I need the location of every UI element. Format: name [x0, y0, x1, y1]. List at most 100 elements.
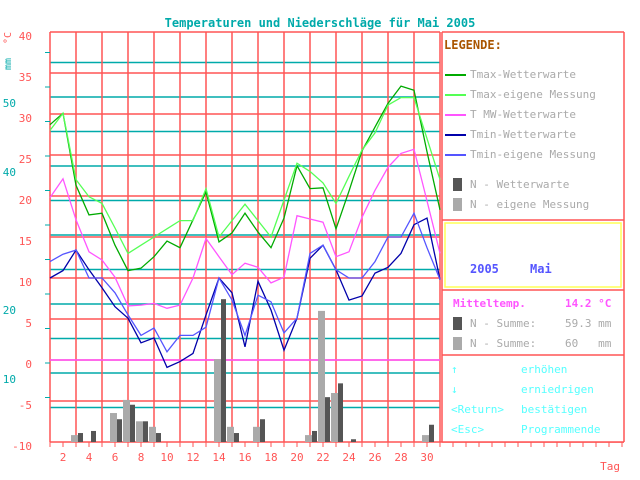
temp-tick-label: 25 [19, 153, 32, 166]
bar-ww-day-17 [260, 419, 265, 442]
mm-tick-label: 50 [3, 97, 16, 110]
x-tick-label: 22 [316, 451, 329, 464]
bar-own-day-21 [305, 435, 312, 442]
key-esc[interactable]: <Esc> [451, 423, 485, 436]
legend-item: N - eigene Messung [470, 198, 590, 211]
bar-ww-day-22 [325, 397, 330, 442]
precip-own-sum-value: 60 mm [565, 337, 612, 350]
legend-swatch [445, 94, 466, 96]
legend-title: LEGENDE: [444, 38, 502, 52]
bar-ww-day-23 [338, 383, 343, 442]
x-tick-label: 14 [212, 451, 226, 464]
temp-tick-label: 20 [19, 194, 32, 207]
x-tick-label: 24 [342, 451, 356, 464]
mm-axis-label: mm [3, 58, 14, 70]
bar-own-day-30 [422, 435, 429, 442]
legend-swatch [445, 74, 466, 76]
mm-tick-label: 10 [3, 373, 16, 386]
legend-swatch [453, 178, 462, 191]
bar-own-day-3 [71, 435, 78, 442]
key-return[interactable]: <Return> [451, 403, 504, 416]
key-up[interactable]: ↑ [451, 363, 458, 376]
x-tick-label: 6 [112, 451, 119, 464]
legend-item: Tmax-eigene Messung [470, 88, 596, 101]
key-down-action: erniedrigen [521, 383, 594, 396]
x-tick-label: 10 [160, 451, 173, 464]
x-tick-label: 30 [420, 451, 433, 464]
temp-tick-label: 15 [19, 235, 32, 248]
legend-item: T MW-Wetterwarte [470, 108, 576, 121]
series-line-tmax-eigene-messung [49, 96, 441, 255]
bar-own-day-7 [123, 399, 130, 442]
x-tick-label: 8 [138, 451, 145, 464]
period-year: 2005 [470, 262, 499, 276]
series-line-tmin-eigene-messung [49, 211, 441, 353]
key-down[interactable]: ↓ [451, 383, 458, 396]
temp-tick-label: 30 [19, 112, 32, 125]
bar-own-day-17 [253, 426, 260, 442]
bar-own-day-9 [149, 426, 156, 442]
precip-ww-sum-value: 59.3 mm [565, 317, 612, 330]
series-line-tmax-wetterwarte [49, 85, 441, 272]
bar-own-day-14 [214, 359, 221, 442]
bar-ww-day-9 [156, 433, 161, 442]
key-esc-action: Programmende [521, 423, 601, 436]
legend-swatch [445, 114, 466, 116]
x-tick-label: 18 [264, 451, 277, 464]
chart-title: Temperaturen und Niederschläge für Mai 2… [165, 16, 476, 30]
bar-ww-day-21 [312, 430, 317, 442]
x-tick-label: 16 [238, 451, 251, 464]
legend-item: Tmin-eigene Messung [470, 148, 596, 161]
x-axis-label: Tag [600, 460, 620, 473]
mm-tick-label: 20 [3, 304, 16, 317]
legend-item: N - Wetterwarte [470, 178, 570, 191]
precip-own-swatch [453, 337, 462, 350]
x-tick-label: 28 [394, 451, 407, 464]
mean-temp-label: Mitteltemp. [453, 297, 526, 310]
temp-tick-label: 5 [25, 317, 32, 330]
x-tick-label: 2 [60, 451, 67, 464]
bar-ww-day-30 [429, 424, 434, 442]
bar-ww-day-7 [130, 404, 135, 442]
legend-swatch [453, 198, 462, 211]
bar-own-day-8 [136, 421, 143, 442]
legend-item: Tmin-Wetterwarte [470, 128, 576, 141]
temp-tick-label: 0 [25, 358, 32, 371]
x-tick-label: 12 [186, 451, 199, 464]
key-up-action: erhöhen [521, 363, 568, 376]
bar-ww-day-6 [117, 419, 122, 442]
bar-own-day-22 [318, 310, 325, 442]
x-tick-label: 20 [290, 451, 303, 464]
temp-tick-label: -10 [12, 440, 32, 453]
legend-panel-bg [442, 32, 624, 442]
temp-tick-label: 40 [19, 30, 32, 43]
legend-swatch [445, 134, 466, 136]
legend-item: Tmax-Wetterwarte [470, 68, 576, 81]
period-month: Mai [530, 262, 552, 276]
bar-own-day-23 [331, 393, 338, 442]
mean-temp-value: 14.2 °C [565, 297, 612, 310]
series-line-t-mw-wetterwarte [49, 148, 441, 309]
x-tick-label: 4 [86, 451, 93, 464]
key-return-action: bestätigen [521, 403, 588, 416]
bar-ww-day-14 [221, 299, 226, 442]
temp-tick-label: 35 [19, 71, 32, 84]
bar-own-day-15 [227, 426, 234, 442]
bar-ww-day-3 [78, 433, 83, 442]
temp-tick-label: -5 [19, 399, 32, 412]
precip-ww-sum-label: N - Summe: [470, 317, 537, 330]
bar-own-day-6 [110, 413, 117, 442]
series-line-tmin-wetterwarte [49, 217, 441, 369]
legend-swatch [445, 154, 466, 156]
bar-ww-day-24 [351, 439, 356, 442]
period-box [444, 222, 622, 288]
precip-ww-swatch [453, 317, 462, 330]
precip-own-sum-label: N - Summe: [470, 337, 537, 350]
temp-tick-label: 10 [19, 276, 32, 289]
x-tick-label: 26 [368, 451, 381, 464]
mm-tick-label: 40 [3, 166, 16, 179]
bar-ww-day-4 [91, 430, 96, 442]
temp-axis-label: °C [3, 32, 14, 44]
bar-ww-day-15 [234, 433, 239, 442]
